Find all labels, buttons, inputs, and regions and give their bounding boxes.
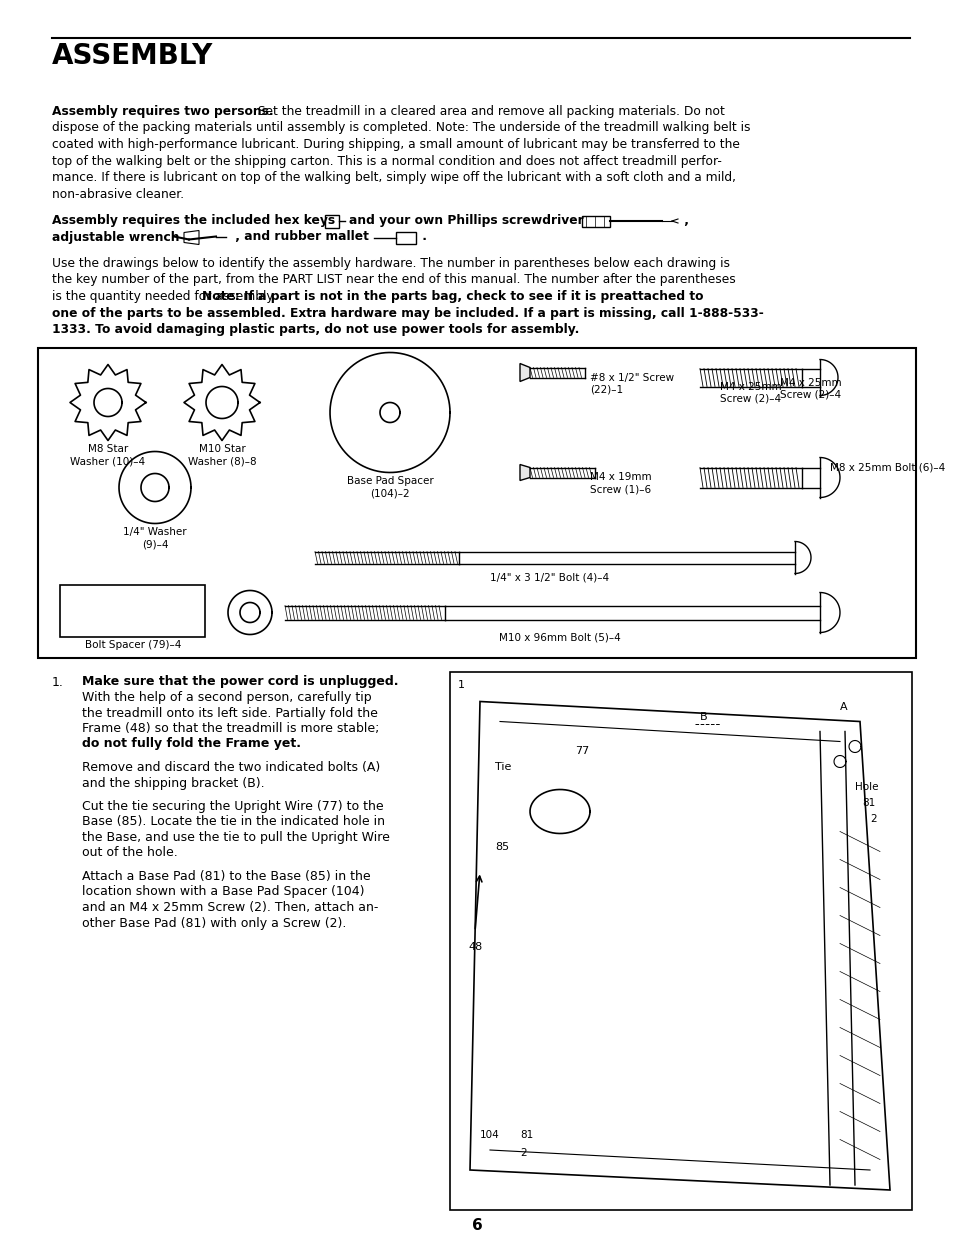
Text: adjustable wrench: adjustable wrench: [52, 231, 179, 243]
Text: #8 x 1/2" Screw
(22)–1: #8 x 1/2" Screw (22)–1: [589, 373, 674, 394]
Text: 85: 85: [495, 841, 509, 851]
Text: Remove and discard the two indicated bolts (A): Remove and discard the two indicated bol…: [82, 761, 380, 774]
Text: mance. If there is lubricant on top of the walking belt, simply wipe off the lub: mance. If there is lubricant on top of t…: [52, 170, 735, 184]
Text: B: B: [700, 711, 707, 721]
Text: Cut the tie securing the Upright Wire (77) to the: Cut the tie securing the Upright Wire (7…: [82, 800, 383, 813]
Text: ,: ,: [679, 214, 688, 227]
Bar: [581, 216, 609, 227]
Text: M10 x 96mm Bolt (5)–4: M10 x 96mm Bolt (5)–4: [498, 632, 620, 642]
Bar: [325, 215, 338, 228]
Bar: [60, 584, 205, 636]
Text: Base Pad Spacer
(104)–2: Base Pad Spacer (104)–2: [346, 477, 433, 498]
Text: M8 Star
Washer (10)–4: M8 Star Washer (10)–4: [71, 445, 146, 466]
Text: one of the parts to be assembled. Extra hardware may be included. If a part is m: one of the parts to be assembled. Extra …: [52, 306, 763, 320]
Text: ASSEMBLY: ASSEMBLY: [52, 42, 213, 70]
Text: 1/4" Washer
(9)–4: 1/4" Washer (9)–4: [123, 527, 187, 550]
Text: 1333. To avoid damaging plastic parts, do not use power tools for assembly.: 1333. To avoid damaging plastic parts, d…: [52, 324, 578, 336]
Text: location shown with a Base Pad Spacer (104): location shown with a Base Pad Spacer (1…: [82, 885, 364, 899]
Text: and an M4 x 25mm Screw (2). Then, attach an-: and an M4 x 25mm Screw (2). Then, attach…: [82, 902, 378, 914]
Text: M4 x 25mm
Screw (2)–4: M4 x 25mm Screw (2)–4: [780, 378, 841, 399]
Text: the Base, and use the tie to pull the Upright Wire: the Base, and use the tie to pull the Up…: [82, 831, 390, 844]
Text: the key number of the part, from the PART LIST near the end of this manual. The : the key number of the part, from the PAR…: [52, 273, 735, 287]
Text: , and rubber mallet: , and rubber mallet: [231, 231, 369, 243]
Text: 1: 1: [457, 679, 464, 689]
Text: Hole: Hole: [854, 782, 878, 792]
Text: Assembly requires the included hex keys: Assembly requires the included hex keys: [52, 214, 335, 227]
Text: and the shipping bracket (B).: and the shipping bracket (B).: [82, 777, 264, 789]
Polygon shape: [519, 464, 530, 480]
Text: do not fully fold the Frame yet.: do not fully fold the Frame yet.: [82, 737, 301, 751]
Text: Assembly requires two persons.: Assembly requires two persons.: [52, 105, 274, 119]
Text: M8 x 25mm Bolt (6)–4: M8 x 25mm Bolt (6)–4: [829, 462, 944, 473]
Text: Frame (48) so that the treadmill is more stable;: Frame (48) so that the treadmill is more…: [82, 722, 379, 735]
Text: Attach a Base Pad (81) to the Base (85) in the: Attach a Base Pad (81) to the Base (85) …: [82, 869, 370, 883]
Text: M4 x 19mm
Screw (1)–6: M4 x 19mm Screw (1)–6: [589, 473, 651, 494]
Text: 77: 77: [575, 746, 589, 757]
Text: M10 Star
Washer (8)–8: M10 Star Washer (8)–8: [188, 445, 256, 466]
Text: M4 x 25mm
Screw (2)–4: M4 x 25mm Screw (2)–4: [720, 382, 781, 403]
Bar: [38, 347, 915, 657]
Polygon shape: [519, 363, 530, 382]
Text: 104: 104: [479, 1130, 499, 1140]
Text: out of the hole.: out of the hole.: [82, 846, 177, 860]
Text: 81: 81: [519, 1130, 533, 1140]
Text: and your own Phillips screwdriver: and your own Phillips screwdriver: [349, 214, 583, 227]
Text: the treadmill onto its left side. Partially fold the: the treadmill onto its left side. Partia…: [82, 706, 377, 720]
Text: Set the treadmill in a cleared area and remove all packing materials. Do not: Set the treadmill in a cleared area and …: [253, 105, 724, 119]
Text: 6: 6: [471, 1218, 482, 1233]
Text: Use the drawings below to identify the assembly hardware. The number in parenthe: Use the drawings below to identify the a…: [52, 257, 729, 270]
Text: Note: If a part is not in the parts bag, check to see if it is preattached to: Note: If a part is not in the parts bag,…: [202, 290, 702, 303]
Text: A: A: [840, 701, 846, 711]
Text: 2: 2: [869, 814, 876, 824]
Text: Base (85). Locate the tie in the indicated hole in: Base (85). Locate the tie in the indicat…: [82, 815, 385, 829]
Text: Make sure that the power cord is unplugged.: Make sure that the power cord is unplugg…: [82, 676, 398, 688]
Text: coated with high-performance lubricant. During shipping, a small amount of lubri: coated with high-performance lubricant. …: [52, 138, 740, 151]
Text: non-abrasive cleaner.: non-abrasive cleaner.: [52, 188, 184, 200]
Text: top of the walking belt or the shipping carton. This is a normal condition and d: top of the walking belt or the shipping …: [52, 154, 721, 168]
Text: other Base Pad (81) with only a Screw (2).: other Base Pad (81) with only a Screw (2…: [82, 916, 346, 930]
Text: 1.: 1.: [52, 676, 64, 688]
Bar: [450, 672, 911, 1210]
Text: 1/4" x 3 1/2" Bolt (4)–4: 1/4" x 3 1/2" Bolt (4)–4: [490, 573, 609, 583]
Text: Bolt Spacer (79)–4: Bolt Spacer (79)–4: [85, 641, 181, 651]
Text: is the quantity needed for assembly.: is the quantity needed for assembly.: [52, 290, 279, 303]
Text: 81: 81: [862, 798, 874, 808]
Text: With the help of a second person, carefully tip: With the help of a second person, carefu…: [82, 692, 372, 704]
Text: dispose of the packing materials until assembly is completed. Note: The undersid: dispose of the packing materials until a…: [52, 121, 750, 135]
Text: Tie: Tie: [495, 762, 511, 772]
Bar: [395, 231, 416, 243]
Text: 48: 48: [468, 941, 482, 951]
Text: 2: 2: [519, 1149, 526, 1158]
Text: .: .: [417, 231, 427, 243]
